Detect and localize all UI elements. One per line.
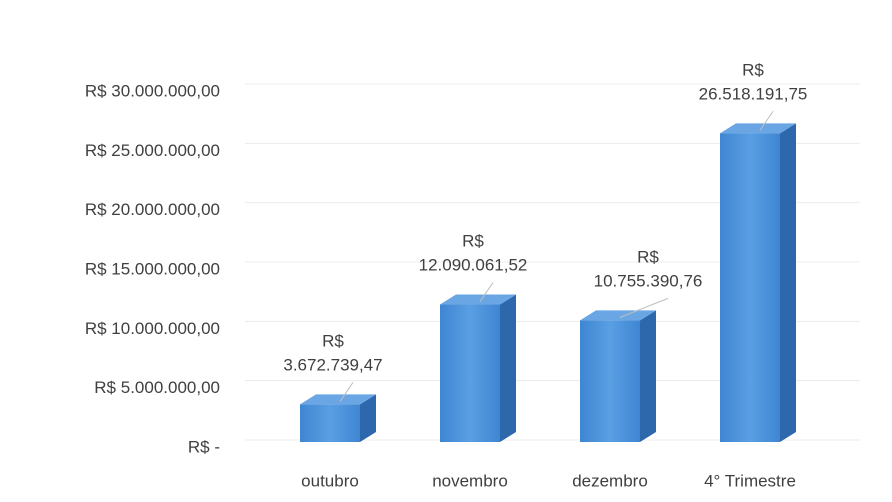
bar-top [440,294,516,305]
y-tick-label: R$ 15.000.000,00 [85,259,220,278]
data-label: R$ 26.518.191,75 [699,61,808,104]
bar [580,320,640,442]
data-label: R$ 12.090.061,52 [419,232,528,275]
leader-line [479,282,494,302]
x-tick-label: dezembro [572,471,648,490]
bar [440,304,500,442]
data-label: R$ 3.672.739,47 [283,332,382,375]
y-tick-label: R$ 5.000.000,00 [94,378,220,397]
bar-side [360,394,376,442]
leader-line [339,382,354,402]
y-tick-label: R$ 20.000.000,00 [85,200,220,219]
bar [720,133,780,443]
bar-side [500,294,516,442]
data-label: R$ 10.755.390,76 [594,248,703,291]
x-tick-label: 4° Trimestre [704,471,796,490]
y-tick-label: R$ 25.000.000,00 [85,141,220,160]
y-tick-label: R$ 30.000.000,00 [85,81,220,100]
bar-top [580,310,656,321]
bar-top [720,123,796,134]
bar [300,404,360,442]
x-tick-label: outubro [301,471,359,490]
y-tick-label: R$ - [188,437,220,456]
x-tick-label: novembro [432,471,508,490]
leader-line [619,297,669,318]
bar-side [780,123,796,443]
y-tick-label: R$ 10.000.000,00 [85,319,220,338]
leader-line [759,111,774,131]
bar-side [640,310,656,442]
bar-top [300,394,376,405]
